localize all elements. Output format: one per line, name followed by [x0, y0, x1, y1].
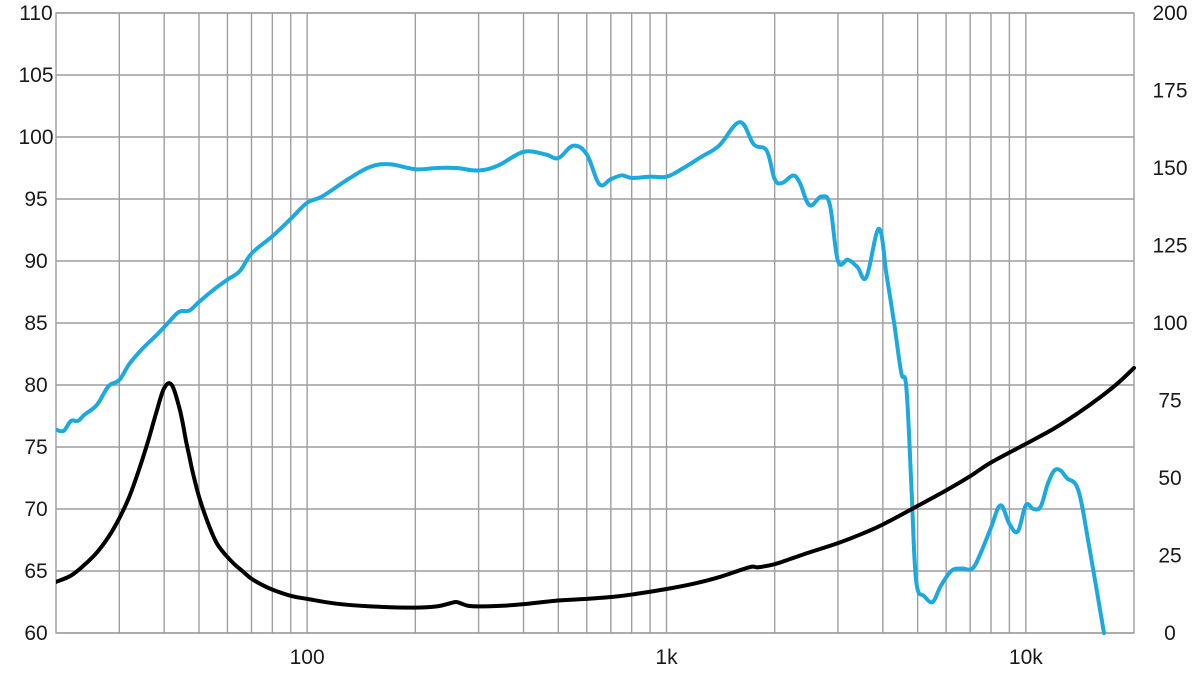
y2-tick-label: 175	[1152, 80, 1187, 103]
y2-tick-label: 150	[1152, 157, 1187, 180]
y2-tick-label: 0	[1164, 622, 1176, 645]
impedance-line	[56, 365, 1136, 610]
x-tick-label: 10k	[1009, 646, 1043, 669]
y2-tick-label: 50	[1158, 467, 1181, 490]
y2-tick-label: 125	[1152, 235, 1187, 258]
y2-tick-label: 25	[1158, 545, 1181, 568]
y-tick-label: 95	[24, 188, 47, 211]
spl-response-line	[56, 120, 1106, 635]
series-layer	[56, 120, 1136, 635]
x-tick-label: 1k	[655, 646, 678, 669]
y-tick-label: 65	[24, 560, 47, 583]
y2-tick-label: 75	[1158, 390, 1181, 413]
y-tick-label: 60	[24, 622, 47, 645]
y2-tick-label: 200	[1152, 2, 1187, 25]
y-tick-label: 70	[24, 498, 47, 521]
axes: 110 105 100 95 90 85 80 75 70 65 60 200 175 150 125 100…	[18, 2, 1187, 669]
y-tick-label: 85	[24, 312, 47, 335]
y-tick-label: 80	[24, 374, 47, 397]
x-tick-label: 100	[290, 646, 325, 669]
y-tick-label: 75	[24, 436, 47, 459]
plot-frame	[55, 12, 1135, 634]
y-tick-label: 110	[19, 2, 52, 25]
y2-tick-label: 100	[1152, 312, 1187, 335]
grid	[55, 12, 1135, 634]
y-tick-label: 100	[18, 126, 53, 149]
y-tick-label: 90	[24, 250, 47, 273]
y-tick-label: 105	[18, 64, 53, 87]
